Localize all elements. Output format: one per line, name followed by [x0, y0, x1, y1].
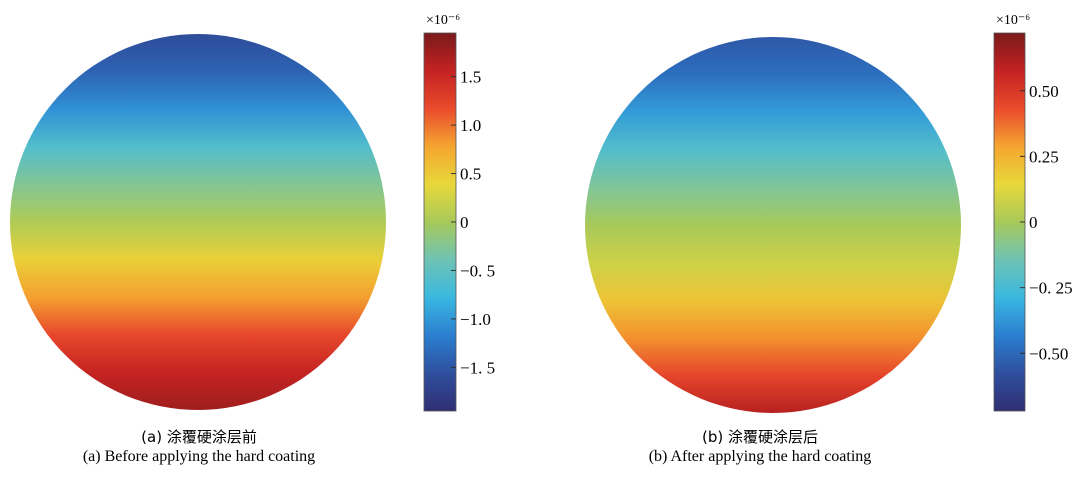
caption-a-en: (a) Before applying the hard coating [82, 448, 316, 465]
colorbar-tick-label-a-5: −1.0 [460, 310, 491, 329]
field-disk-a [10, 34, 386, 410]
caption-b-en: (b) After applying the hard coating [648, 448, 872, 465]
field-disk-b [585, 37, 961, 413]
colorbar-tick-label-a-3: 0 [460, 213, 469, 232]
heatmap-b: ×10⁻⁶ 0.50 0.25 0 −0. 25 −0.50 [585, 13, 1073, 413]
colorbar-tick-label-b-2: 0 [1029, 213, 1038, 232]
caption-b: (b) 涂覆硬涂层后 (b) After applying the hard c… [560, 428, 960, 466]
colorbar-tick-label-a-2: 0.5 [460, 165, 481, 184]
heatmap-a: ×10⁻⁶ 1.5 1.0 0.5 0 −0. 5 −1.0 −1. 5 [10, 13, 495, 412]
colorbar-tick-label-b-4: −0.50 [1029, 344, 1068, 363]
colorbar-tick-label-a-0: 1.5 [460, 68, 481, 87]
colorbar-exponent-b: ×10⁻⁶ [996, 13, 1030, 28]
panel-a: ×10⁻⁶ 1.5 1.0 0.5 0 −0. 5 −1.0 −1. 5 (a) 涂覆硬涂层前… [0, 0, 540, 478]
colorbar-tick-label-a-4: −0. 5 [460, 261, 495, 280]
colorbar-tick-label-b-3: −0. 25 [1029, 279, 1073, 298]
caption-a-cn: (a) 涂覆硬涂层前 [141, 428, 257, 446]
colorbar-tick-label-a-6: −1. 5 [460, 358, 495, 377]
panel-b: ×10⁻⁶ 0.50 0.25 0 −0. 25 −0.50 (b) 涂覆硬涂层后 (b)… [560, 0, 1087, 478]
colorbar-tick-label-b-0: 0.50 [1029, 82, 1059, 101]
colorbar-tick-label-a-1: 1.0 [460, 116, 481, 135]
colorbar-a [423, 32, 457, 412]
colorbar-b [993, 32, 1026, 412]
caption-a: (a) 涂覆硬涂层前 (a) Before applying the hard … [0, 428, 398, 466]
colorbar-tick-label-b-1: 0.25 [1029, 147, 1059, 166]
colorbar-exponent-a: ×10⁻⁶ [426, 13, 460, 28]
caption-b-cn: (b) 涂覆硬涂层后 [702, 428, 818, 446]
